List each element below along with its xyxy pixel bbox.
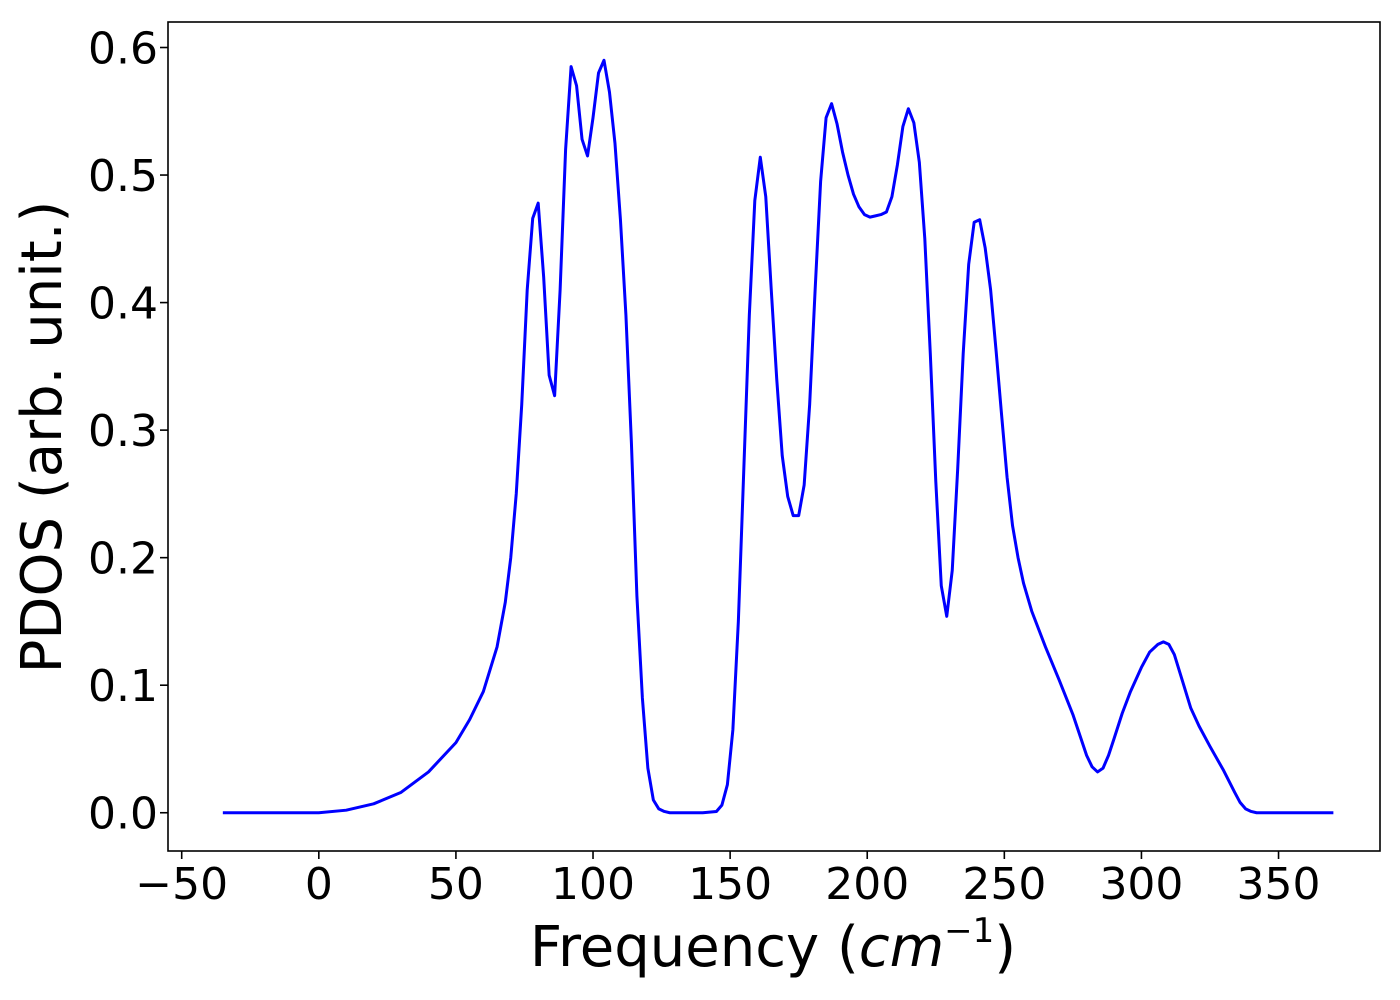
y-tick-label: 0.6: [88, 24, 158, 75]
x-axis: −50 0 50 100 150 200 250 300 350: [135, 851, 1321, 910]
y-axis-label: PDOS (arb. unit.): [10, 201, 75, 674]
x-tick-label: −50: [135, 859, 228, 910]
x-tick-label: 100: [551, 859, 635, 910]
y-tick-label: 0.0: [88, 789, 158, 840]
pdos-series-line-0: [222, 58, 1334, 815]
x-axis-label-unit: cm: [859, 915, 944, 980]
x-tick-label: 0: [305, 859, 333, 910]
y-tick-label: 0.5: [88, 151, 158, 202]
x-tick-label: 300: [1099, 859, 1183, 910]
x-tick-label: 200: [825, 859, 909, 910]
y-axis: 0.0 0.1 0.2 0.3 0.4 0.5 0.6: [88, 24, 168, 840]
y-tick-label: 0.1: [88, 661, 158, 712]
plot-area: [222, 58, 1334, 815]
y-tick-label: 0.3: [88, 406, 158, 457]
x-axis-label: Frequency (cm−1): [530, 911, 1016, 980]
x-tick-label: 50: [428, 859, 484, 910]
x-tick-label: 250: [962, 859, 1046, 910]
x-tick-label: 150: [688, 859, 772, 910]
x-axis-label-exponent: −1: [944, 911, 994, 951]
x-axis-label-prefix: Frequency (: [530, 915, 859, 980]
y-tick-label: 0.4: [88, 279, 158, 330]
y-tick-label: 0.2: [88, 534, 158, 585]
plot-frame: [167, 21, 1381, 852]
x-tick-label: 350: [1237, 859, 1321, 910]
x-axis-label-suffix: ): [994, 915, 1016, 980]
